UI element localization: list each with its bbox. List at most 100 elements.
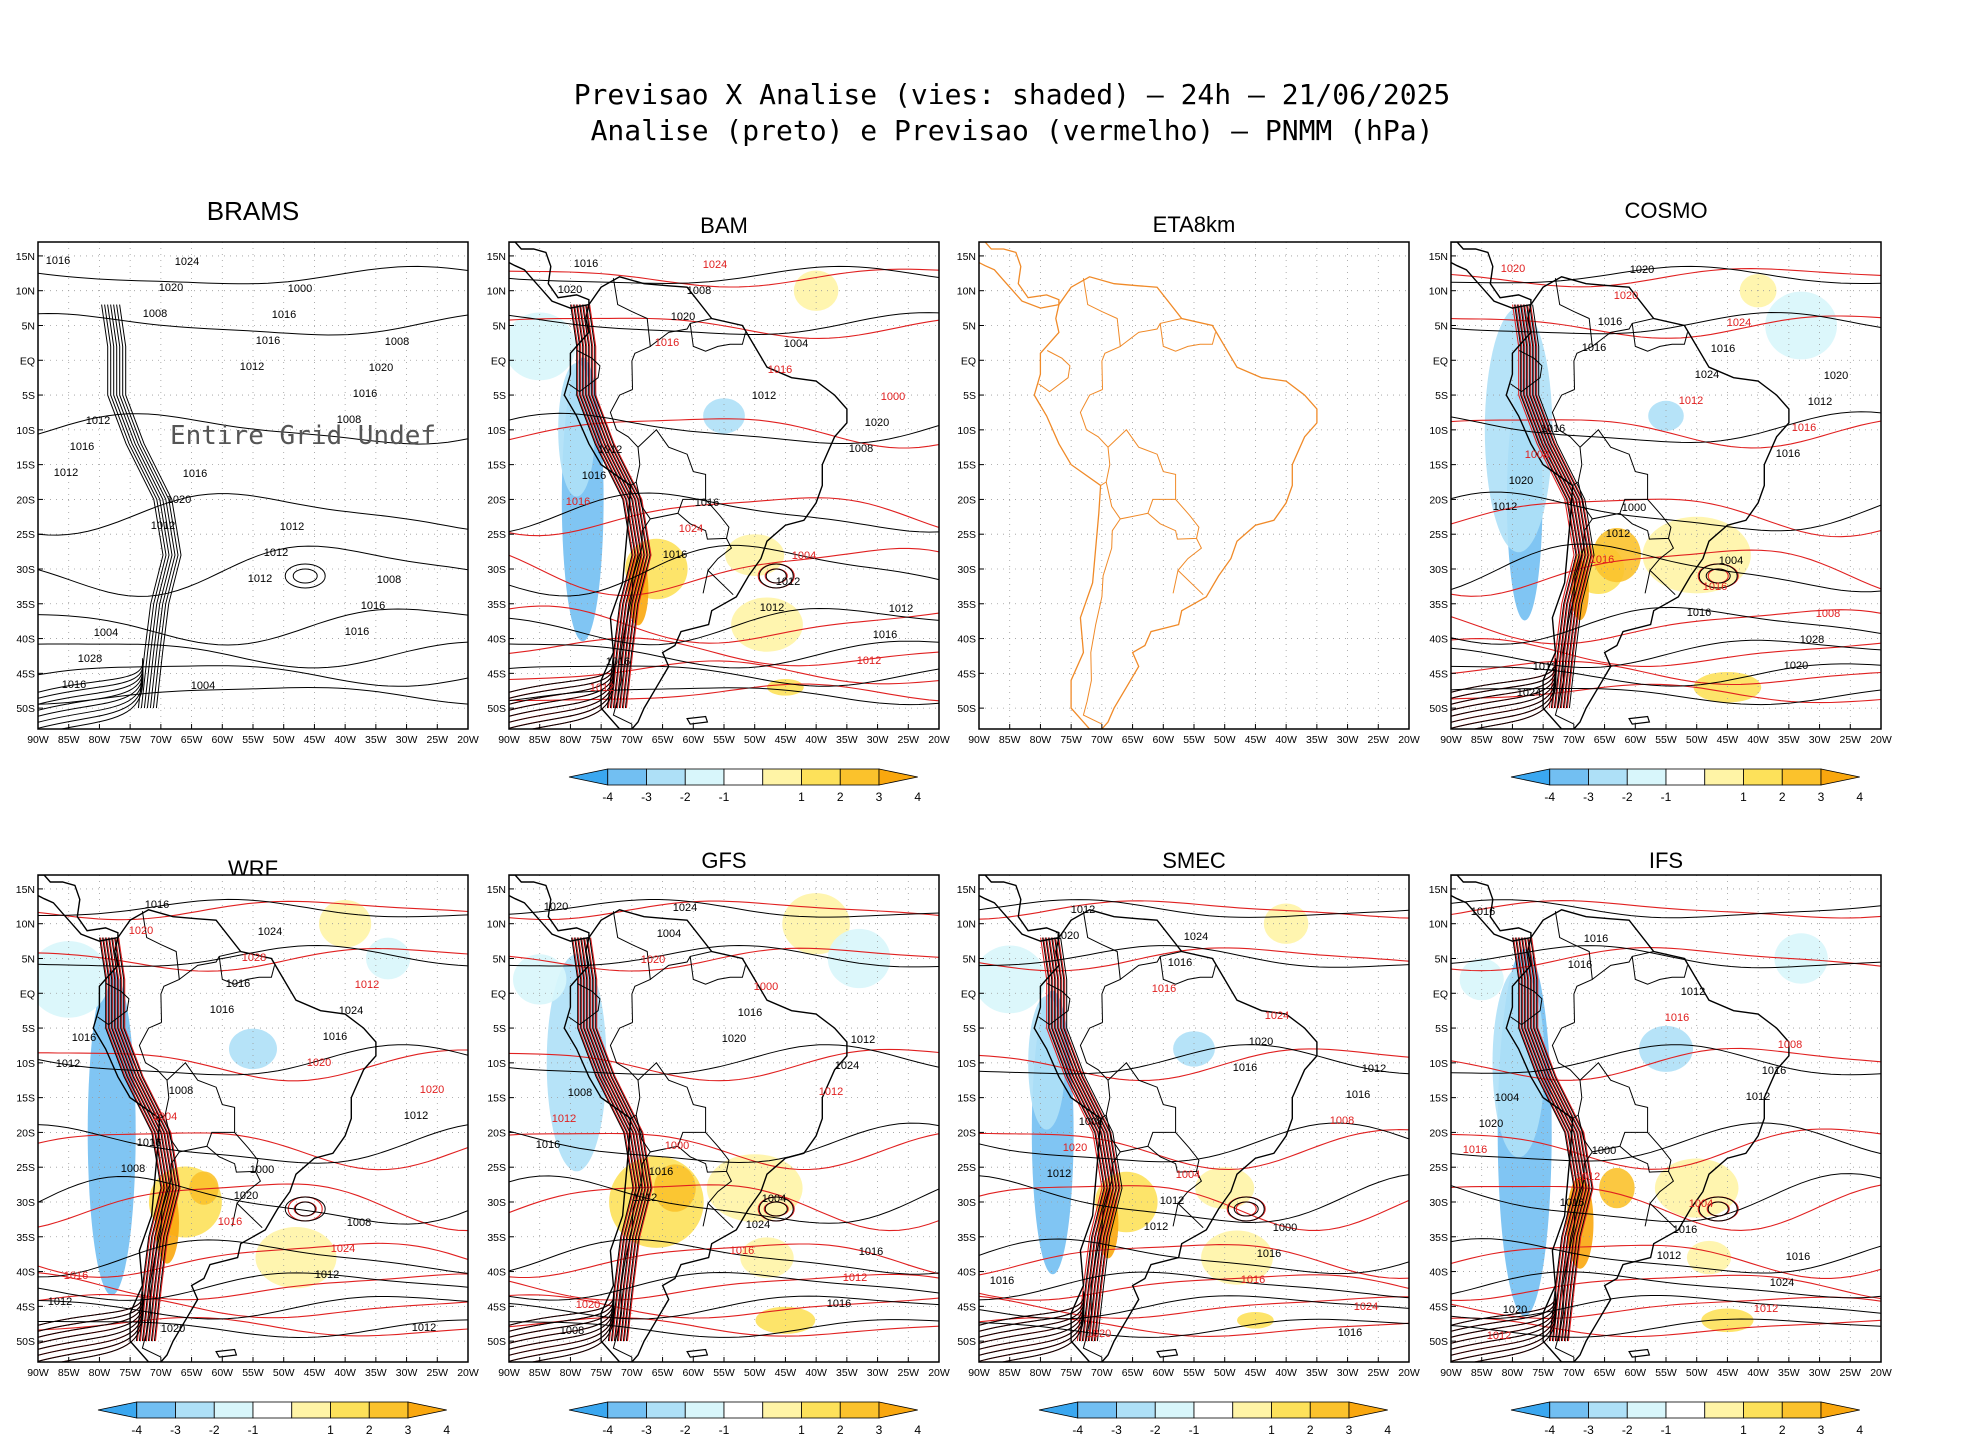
analysis-isobar xyxy=(284,1196,326,1222)
colorbar-tick-label: 4 xyxy=(1384,1423,1391,1436)
lon-label: 30W xyxy=(867,1367,889,1379)
analysis-isobar xyxy=(38,265,468,285)
colorbar-segment xyxy=(1626,768,1667,786)
lat-label: 30S xyxy=(487,564,506,576)
colorbar-segment xyxy=(1116,1401,1156,1419)
panel-ifs: IFS1012101610161012101210161016101610161… xyxy=(1429,848,1892,1436)
country-border xyxy=(689,323,746,352)
colorbar-tick-label: -2 xyxy=(680,1423,691,1436)
forecast-isobar xyxy=(509,1184,939,1232)
lon-label: 35W xyxy=(1306,734,1328,746)
bias-region xyxy=(1599,1167,1635,1209)
contour-label: 1016 xyxy=(730,1245,754,1257)
lon-label: 90W xyxy=(27,1367,49,1379)
country-border xyxy=(1105,1062,1177,1153)
lat-label: 30S xyxy=(1429,1197,1448,1209)
colorbar-arrow-right xyxy=(878,1401,918,1419)
country-border xyxy=(218,956,275,985)
colorbar-segment xyxy=(1232,1401,1272,1419)
contour-label: 1012 xyxy=(1679,395,1703,407)
contour-label: 1016 xyxy=(210,1004,234,1016)
lat-label: 40S xyxy=(957,634,976,646)
colorbar-segment xyxy=(646,1401,686,1419)
map-background xyxy=(979,242,1409,729)
lat-label: 35S xyxy=(487,599,506,611)
lon-label: 85W xyxy=(999,1367,1021,1379)
analysis-isobar xyxy=(1451,1044,1881,1076)
lon-label: 55W xyxy=(713,1367,735,1379)
colorbar-tick-label: 3 xyxy=(405,1423,412,1436)
country-border xyxy=(1038,983,1071,1026)
forecast-isobar xyxy=(979,1129,1409,1171)
map-area: 1012 1016 1016 1012 1012 1016 1016 1016 1016 1020… xyxy=(1451,875,1881,1362)
falkland-outline xyxy=(686,715,709,725)
country-border xyxy=(1082,1151,1121,1358)
analysis-isobar xyxy=(38,1044,468,1076)
analysis-isobar xyxy=(38,1299,144,1350)
lon-label: 90W xyxy=(1440,734,1462,746)
analysis-isobar xyxy=(105,937,168,1342)
lat-label: 35S xyxy=(1429,599,1448,611)
contour-label: 1016 xyxy=(990,1275,1014,1287)
analysis-isobar xyxy=(114,937,177,1342)
panel-title: BAM xyxy=(700,213,748,238)
lon-label: 45W xyxy=(1717,734,1739,746)
lat-label: 10S xyxy=(1429,425,1448,437)
lon-label: 20W xyxy=(1398,1367,1420,1379)
country-border xyxy=(1554,278,1593,390)
contour-label: 1012 xyxy=(851,1034,875,1046)
forecast-isobar xyxy=(575,937,638,1342)
forecast-isobar xyxy=(1451,660,1881,686)
contour-label: 1016 xyxy=(1703,581,1727,593)
colorbar-segment xyxy=(1781,1401,1822,1419)
analysis-isobar xyxy=(284,563,326,589)
lon-label: 75W xyxy=(119,1367,141,1379)
analysis-isobar xyxy=(586,937,649,1342)
bias-region xyxy=(513,954,567,1005)
analysis-isobar xyxy=(1698,563,1738,589)
lon-label: 35W xyxy=(365,1367,387,1379)
contour-label: 1012 xyxy=(1808,396,1832,408)
colorbar-tick-label: 3 xyxy=(1346,1423,1353,1436)
analysis-isobar xyxy=(509,664,615,711)
colorbar-segment xyxy=(175,1401,215,1419)
lat-label: 5N xyxy=(493,320,506,332)
contour-label: 1028 xyxy=(242,952,266,964)
forecast-isobar xyxy=(1512,304,1575,709)
colorbar-arrow-left xyxy=(568,1401,609,1419)
lon-label: 65W xyxy=(652,734,674,746)
contour-label: 1016 xyxy=(695,497,719,509)
colorbar-segment xyxy=(213,1401,254,1419)
lon-label: 55W xyxy=(1655,1367,1677,1379)
contour-label: 1020 xyxy=(1824,370,1848,382)
country-border xyxy=(1649,1203,1676,1229)
country-border xyxy=(635,1062,707,1153)
colorbar-segment xyxy=(1704,1401,1744,1419)
analysis-isobar xyxy=(764,1201,788,1217)
forecast-isobar xyxy=(1046,937,1109,1342)
contour-label: 1012 xyxy=(404,1110,428,1122)
bias-region xyxy=(255,1227,337,1289)
lon-label: 60W xyxy=(211,734,233,746)
country-border xyxy=(1177,1203,1204,1229)
contour-label: 1016 xyxy=(1711,343,1735,355)
caribbean-outline xyxy=(1549,225,1586,238)
forecast-isobar xyxy=(1516,937,1579,1342)
contour-label: 1024 xyxy=(1695,369,1719,381)
analysis-isobar xyxy=(38,666,144,717)
colorbar-tick-label: -2 xyxy=(1622,1423,1633,1436)
contour-label: 1016 xyxy=(1776,448,1800,460)
colorbar-tick-label: -1 xyxy=(1189,1423,1200,1436)
country-border xyxy=(1551,1022,1583,1119)
lon-label: 70W xyxy=(150,1367,172,1379)
analysis-isobar xyxy=(38,1296,468,1320)
colorbar-segment xyxy=(252,1401,293,1419)
analysis-isobar xyxy=(1451,1295,1881,1319)
forecast-isobar xyxy=(572,937,635,1342)
contour-label: 1004 xyxy=(762,1193,786,1205)
colorbar-segment xyxy=(1743,768,1783,786)
analysis-isobar xyxy=(1518,937,1581,1342)
contour-label: 1016 xyxy=(1560,1197,1584,1209)
lon-label: 75W xyxy=(590,1367,612,1379)
map-area: 1020 1012 1016 1012 1016 1016 1020 1020 1016 1024… xyxy=(509,875,939,1362)
